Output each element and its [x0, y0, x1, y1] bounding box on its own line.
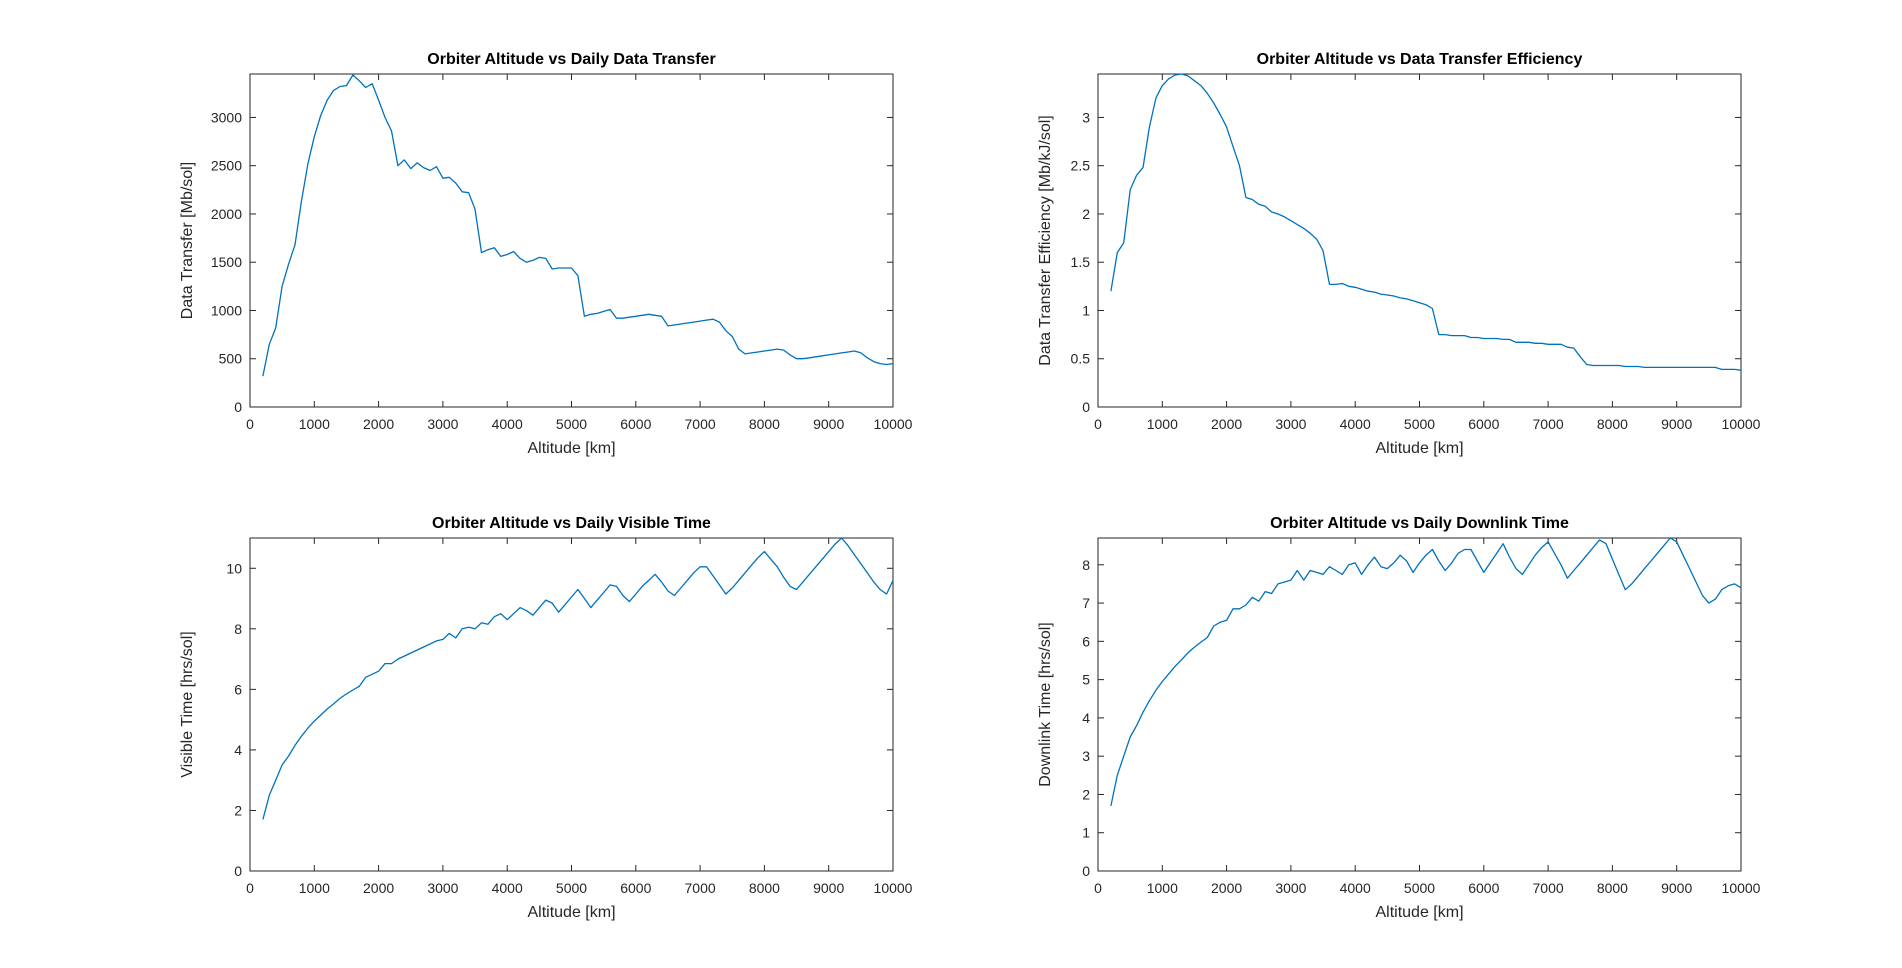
x-tick-label: 6000: [620, 416, 651, 432]
axes-box: [1097, 537, 1742, 872]
x-tick-label: 2000: [1211, 416, 1242, 432]
y-tick-label: 3: [1082, 748, 1090, 764]
y-tick-label: 5: [1082, 672, 1090, 688]
x-tick-label: 7000: [685, 880, 716, 896]
y-tick-label: 0: [1082, 863, 1090, 879]
x-axis-label: Altitude [km]: [1375, 904, 1463, 921]
y-tick-label: 3: [1082, 109, 1090, 125]
x-axis-label: Altitude [km]: [1375, 440, 1463, 457]
y-tick-label: 2.5: [1071, 158, 1091, 174]
x-tick-label: 4000: [1340, 416, 1371, 432]
series-line: [1110, 537, 1742, 807]
x-tick-label: 5000: [1404, 416, 1435, 432]
y-tick-label: 6: [1082, 633, 1090, 649]
x-tick-label: 1000: [1147, 416, 1178, 432]
axes-box: [1097, 73, 1742, 408]
x-tick-label: 3000: [1275, 416, 1306, 432]
panel-visible-time: Orbiter Altitude vs Daily Visible Time 0 1…: [179, 515, 913, 921]
x-tick-label: 0: [1094, 416, 1102, 432]
x-tick-label: 8000: [1597, 880, 1628, 896]
x-tick-label: 8000: [749, 416, 780, 432]
x-tick-label: 1000: [1147, 880, 1178, 896]
chart-title: Orbiter Altitude vs Daily Data Transfer: [427, 51, 715, 68]
y-tick-label: 0.5: [1071, 351, 1091, 367]
y-tick-label: 2000: [211, 206, 242, 222]
y-axis-label: Data Transfer Efficiency [Mb/kJ/sol]: [1037, 115, 1054, 365]
axes-box: [249, 73, 894, 408]
x-tick-label: 9000: [813, 880, 844, 896]
x-tick-label: 7000: [1533, 880, 1564, 896]
x-tick-label: 2000: [363, 416, 394, 432]
y-tick-label: 2: [234, 802, 242, 818]
y-tick-label: 2: [1082, 786, 1090, 802]
x-tick-label: 8000: [749, 880, 780, 896]
x-tick-label: 0: [246, 880, 254, 896]
x-tick-label: 1000: [299, 880, 330, 896]
x-tick-label: 2000: [1211, 880, 1242, 896]
series-line: [262, 537, 894, 820]
series-line: [1110, 73, 1742, 371]
x-tick-label: 1000: [299, 416, 330, 432]
axes-box: [249, 537, 894, 872]
x-tick-label: 4000: [492, 880, 523, 896]
x-tick-label: 4000: [492, 416, 523, 432]
y-tick-label: 1: [1082, 302, 1090, 318]
x-tick-label: 10000: [874, 880, 913, 896]
y-tick-label: 4: [1082, 710, 1090, 726]
x-tick-label: 6000: [1468, 416, 1499, 432]
x-tick-label: 6000: [620, 880, 651, 896]
y-tick-label: 6: [234, 681, 242, 697]
y-axis-label: Downlink Time [hrs/sol]: [1037, 622, 1054, 787]
y-tick-label: 1.5: [1071, 254, 1091, 270]
y-tick-label: 10: [226, 560, 242, 576]
x-tick-label: 7000: [1533, 416, 1564, 432]
x-tick-label: 5000: [556, 880, 587, 896]
y-tick-label: 8: [234, 621, 242, 637]
x-tick-label: 4000: [1340, 880, 1371, 896]
y-tick-label: 1500: [211, 254, 242, 270]
y-tick-label: 4: [234, 742, 242, 758]
x-tick-label: 5000: [1404, 880, 1435, 896]
y-tick-label: 8: [1082, 557, 1090, 573]
y-tick-label: 2: [1082, 206, 1090, 222]
x-tick-label: 0: [246, 416, 254, 432]
x-tick-label: 10000: [1722, 416, 1761, 432]
y-tick-label: 3000: [211, 109, 242, 125]
x-tick-label: 8000: [1597, 416, 1628, 432]
chart-title: Orbiter Altitude vs Daily Downlink Time: [1270, 515, 1569, 532]
x-tick-label: 3000: [1275, 880, 1306, 896]
y-tick-label: 0: [234, 399, 242, 415]
x-tick-label: 2000: [363, 880, 394, 896]
x-tick-label: 3000: [427, 416, 458, 432]
x-tick-label: 9000: [813, 416, 844, 432]
y-tick-label: 1000: [211, 302, 242, 318]
x-tick-label: 3000: [427, 880, 458, 896]
y-axis-label: Data Transfer [Mb/sol]: [179, 162, 196, 319]
y-tick-label: 0: [1082, 399, 1090, 415]
y-tick-label: 7: [1082, 595, 1090, 611]
x-tick-label: 9000: [1661, 416, 1692, 432]
panel-data-transfer: Orbiter Altitude vs Daily Data Transfer 0…: [179, 51, 913, 457]
x-tick-label: 6000: [1468, 880, 1499, 896]
y-axis-label: Visible Time [hrs/sol]: [179, 631, 196, 777]
x-tick-label: 0: [1094, 880, 1102, 896]
x-tick-label: 7000: [685, 416, 716, 432]
panel-downlink-time: Orbiter Altitude vs Daily Downlink Time 0…: [1037, 515, 1761, 921]
chart-title: Orbiter Altitude vs Data Transfer Effici…: [1257, 51, 1583, 68]
y-tick-label: 1: [1082, 825, 1090, 841]
x-tick-label: 10000: [874, 416, 913, 432]
x-axis-label: Altitude [km]: [527, 440, 615, 457]
x-tick-label: 5000: [556, 416, 587, 432]
series-line: [262, 74, 894, 377]
y-tick-label: 500: [219, 351, 243, 367]
x-axis-label: Altitude [km]: [527, 904, 615, 921]
y-tick-label: 0: [234, 863, 242, 879]
panel-transfer-efficiency: Orbiter Altitude vs Data Transfer Effici…: [1037, 51, 1761, 457]
chart-title: Orbiter Altitude vs Daily Visible Time: [432, 515, 711, 532]
x-tick-label: 10000: [1722, 880, 1761, 896]
x-tick-label: 9000: [1661, 880, 1692, 896]
y-tick-label: 2500: [211, 158, 242, 174]
